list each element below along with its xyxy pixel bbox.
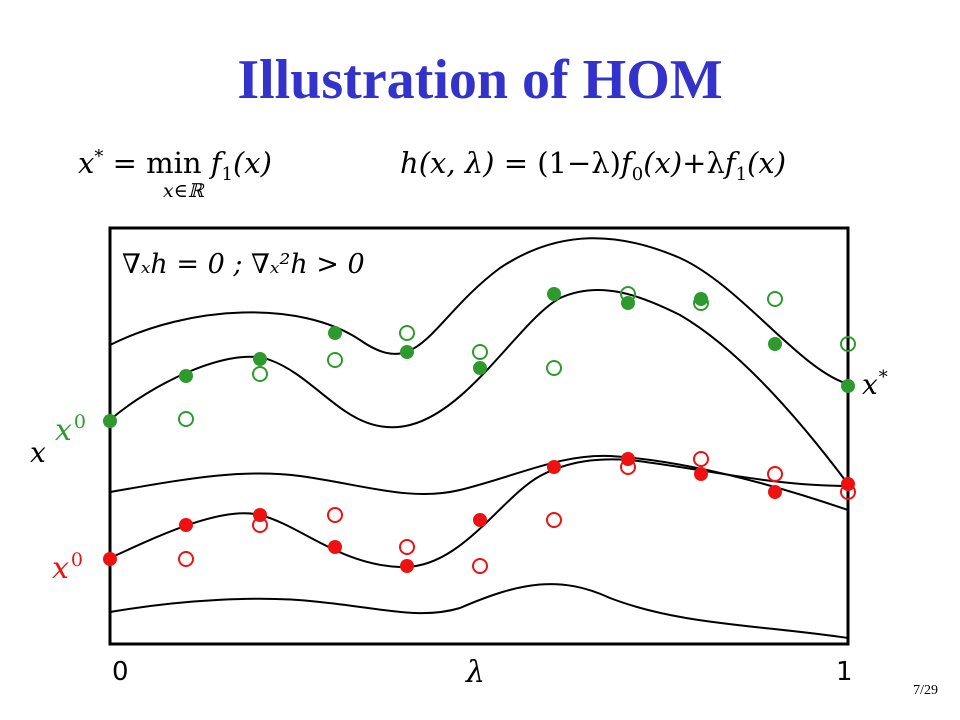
red-point <box>400 559 414 573</box>
green-open-point <box>840 336 856 352</box>
eq-h-args: (x, λ) <box>418 146 495 180</box>
eq-star: * <box>94 146 104 168</box>
eq-f0-arg: (x) <box>643 146 683 180</box>
red-point <box>694 467 708 481</box>
red-open-point <box>178 551 194 567</box>
green-open-point <box>546 360 562 376</box>
red-filled-points <box>103 452 855 573</box>
green-open-point <box>399 325 415 341</box>
objective-equation: x* = min f1(x) <box>78 146 272 185</box>
red-open-point <box>767 466 783 482</box>
green-open-point <box>178 411 194 427</box>
eq-min: = min <box>103 146 211 180</box>
eq-f1: f <box>210 146 222 180</box>
eq-f0: f <box>621 146 632 180</box>
end-label: x* <box>862 367 888 401</box>
eq-f1-arg: (x) <box>232 146 272 180</box>
red-point <box>768 485 782 499</box>
green-point <box>400 345 414 359</box>
eq-f0-sub: 0 <box>631 163 644 185</box>
eq-plus-lambda: +λ <box>682 146 725 180</box>
eq-h: h <box>400 146 419 180</box>
eq-f1-sub: 1 <box>221 163 233 185</box>
red-point <box>179 518 193 532</box>
homotopy-equation: h(x, λ) = (1−λ)f0(x)+λf1(x) <box>400 146 786 185</box>
green-point <box>841 379 855 393</box>
green-open-point <box>252 366 268 382</box>
green-point <box>179 369 193 383</box>
curve-green-path <box>109 288 849 485</box>
green-filled-points <box>103 287 855 428</box>
x-axis-end: 1 <box>836 657 853 687</box>
red-point <box>547 460 561 474</box>
red-open-point <box>546 512 562 528</box>
curve-bottom <box>109 583 849 639</box>
green-open-points <box>178 286 856 427</box>
x-axis-start: 0 <box>112 657 129 687</box>
red-open-point <box>327 507 343 523</box>
slide-title: Illustration of HOM <box>237 49 723 111</box>
plot-frame <box>108 226 850 646</box>
condition-label: ∇ₓh = 0 ; ∇ₓ²h > 0 <box>122 249 365 280</box>
x-axis-label: λ <box>465 655 485 690</box>
green-open-point <box>693 295 709 311</box>
curve-red-path <box>109 458 849 569</box>
eq-f1b: f <box>724 146 736 180</box>
red-open-points <box>178 451 856 574</box>
curve-middle <box>109 454 849 511</box>
green-point <box>473 361 487 375</box>
page-number: 7/29 <box>913 683 938 698</box>
green-open-point <box>620 286 636 302</box>
eq-x-star-var: x <box>78 146 95 180</box>
red-open-point <box>252 517 268 533</box>
eq-one-minus-lambda: = (1−λ) <box>494 146 621 180</box>
green-point <box>253 352 267 366</box>
green-open-point <box>327 352 343 368</box>
red-point <box>103 552 117 566</box>
curve-top <box>109 237 849 385</box>
green-point <box>103 414 117 428</box>
green-point <box>768 337 782 351</box>
red-point <box>473 513 487 527</box>
eq-f1b-arg: (x) <box>747 146 787 180</box>
green-open-point <box>767 291 783 307</box>
y-axis-label: x <box>30 436 46 469</box>
green-point <box>547 287 561 301</box>
red-open-point <box>693 451 709 467</box>
green-open-point <box>472 344 488 360</box>
eq-f1b-sub: 1 <box>735 163 748 185</box>
green-point <box>694 292 708 306</box>
eq-min-subscript: x∈ℝ <box>163 180 204 202</box>
red-open-point <box>472 558 488 574</box>
red-open-point <box>399 539 415 555</box>
red-open-point <box>620 459 636 475</box>
red-open-point <box>840 484 856 500</box>
green-point <box>328 326 342 340</box>
red-point <box>328 540 342 554</box>
